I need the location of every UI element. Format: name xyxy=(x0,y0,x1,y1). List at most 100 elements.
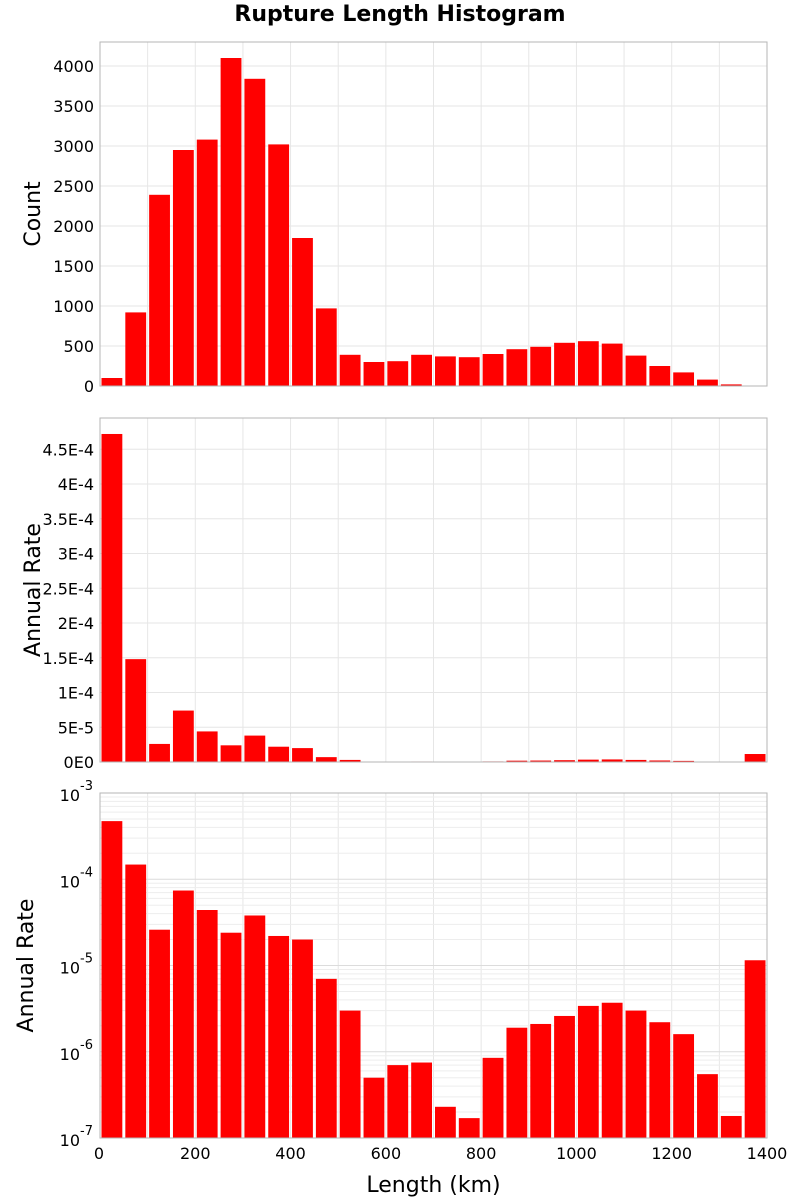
panel-3: 10-7 10-6 10-5 10-4 10-3 Annual Rate 0 200 400 60… xyxy=(14,779,787,1198)
bar xyxy=(435,356,456,386)
y-tick-label: 0E0 xyxy=(64,753,94,772)
panel-1: 0 500 1000 1500 2000 2500 3000 3500 4000 Count xyxy=(21,41,768,396)
bar xyxy=(315,978,337,1138)
bar xyxy=(625,1010,647,1138)
y-tick-label: 3500 xyxy=(53,97,94,116)
bar xyxy=(601,343,623,386)
bar xyxy=(268,746,290,762)
bar xyxy=(292,748,313,762)
bar xyxy=(172,710,194,762)
x-tick-label: 600 xyxy=(371,1144,402,1163)
x-tick-label: 1200 xyxy=(651,1144,692,1163)
x-tick-label: 800 xyxy=(466,1144,497,1163)
bar xyxy=(172,890,194,1138)
y-axis-label: Count xyxy=(21,181,46,247)
bar xyxy=(149,194,170,386)
bar xyxy=(649,1022,671,1138)
bar xyxy=(172,150,194,386)
bar xyxy=(149,929,170,1138)
bar xyxy=(196,139,218,386)
y-tick-label: 0 xyxy=(84,377,94,396)
bar xyxy=(744,960,766,1138)
y-tick-label: 10-5 xyxy=(60,952,93,978)
plot-frame xyxy=(99,41,768,387)
bar xyxy=(530,346,552,386)
bar xyxy=(554,760,575,762)
bar xyxy=(720,1115,742,1138)
bar xyxy=(220,58,242,386)
y-tick-label: 1E-4 xyxy=(58,684,94,703)
y-tick-label: 3E-4 xyxy=(58,545,94,564)
y-tick-label: 2.5E-4 xyxy=(42,579,94,598)
y-tick-label: 4.5E-4 xyxy=(42,440,94,459)
bar xyxy=(601,759,623,762)
bar xyxy=(482,1057,504,1138)
bar xyxy=(387,361,409,386)
y-tick-label: 10-7 xyxy=(60,1124,93,1150)
y-tick-label: 500 xyxy=(63,337,94,356)
bar xyxy=(292,238,313,386)
bar xyxy=(101,433,123,762)
bar xyxy=(673,1034,695,1138)
bar xyxy=(577,759,599,762)
x-tick-label: 400 xyxy=(275,1144,306,1163)
bar xyxy=(697,379,718,386)
bar xyxy=(577,341,599,386)
bar xyxy=(482,354,504,386)
y-tick-label: 2E-4 xyxy=(58,614,94,633)
bar xyxy=(506,760,528,762)
bar xyxy=(411,354,432,386)
y-tick-label: 3000 xyxy=(53,137,94,156)
bar xyxy=(268,935,290,1138)
panel-2: 0E0 5E-5 1E-4 1.5E-4 2E-4 2.5E-4 3E-4 3.5E-4 4E-… xyxy=(21,417,768,772)
bar xyxy=(435,1106,456,1138)
bar xyxy=(363,1077,385,1138)
y-tick-label: 1.5E-4 xyxy=(42,649,94,668)
bar xyxy=(625,759,647,762)
plot-frame xyxy=(99,417,768,763)
bar xyxy=(506,1027,528,1138)
bar xyxy=(649,366,671,386)
bar xyxy=(411,1062,432,1138)
y-tick-label: 10-6 xyxy=(60,1038,93,1064)
y-tick-label: 4E-4 xyxy=(58,475,94,494)
bar xyxy=(101,821,123,1138)
y-tick-label: 1500 xyxy=(53,257,94,276)
bar xyxy=(387,1065,409,1138)
bar xyxy=(744,754,766,762)
bar xyxy=(220,745,242,762)
bar xyxy=(601,1002,623,1138)
bar xyxy=(196,910,218,1138)
bar xyxy=(339,1010,361,1138)
bar xyxy=(315,757,337,762)
x-tick-label: 0 xyxy=(94,1144,104,1163)
bar xyxy=(244,915,266,1138)
bar xyxy=(673,760,695,762)
bar xyxy=(697,1074,718,1138)
chart-title: Rupture Length Histogram xyxy=(234,2,566,27)
bar xyxy=(244,735,266,762)
y-tick-label: 1000 xyxy=(53,297,94,316)
y-axis-label: Annual Rate xyxy=(14,899,39,1033)
bar xyxy=(625,355,647,386)
bar xyxy=(220,932,242,1138)
x-axis-label: Length (km) xyxy=(366,1173,500,1198)
bar xyxy=(292,939,313,1138)
y-tick-label: 3.5E-4 xyxy=(42,510,94,529)
bar xyxy=(196,731,218,762)
bar xyxy=(339,759,361,762)
y-tick-label: 10-3 xyxy=(60,779,93,805)
bar xyxy=(125,659,147,762)
bar xyxy=(554,1015,575,1138)
bar xyxy=(577,1005,599,1138)
bar xyxy=(530,760,552,762)
bar xyxy=(506,349,528,386)
bar xyxy=(554,342,575,386)
plot-frame xyxy=(99,792,768,1139)
bar xyxy=(149,743,170,762)
bar xyxy=(649,760,671,762)
bar xyxy=(458,1118,480,1138)
x-tick-label: 1400 xyxy=(747,1144,788,1163)
